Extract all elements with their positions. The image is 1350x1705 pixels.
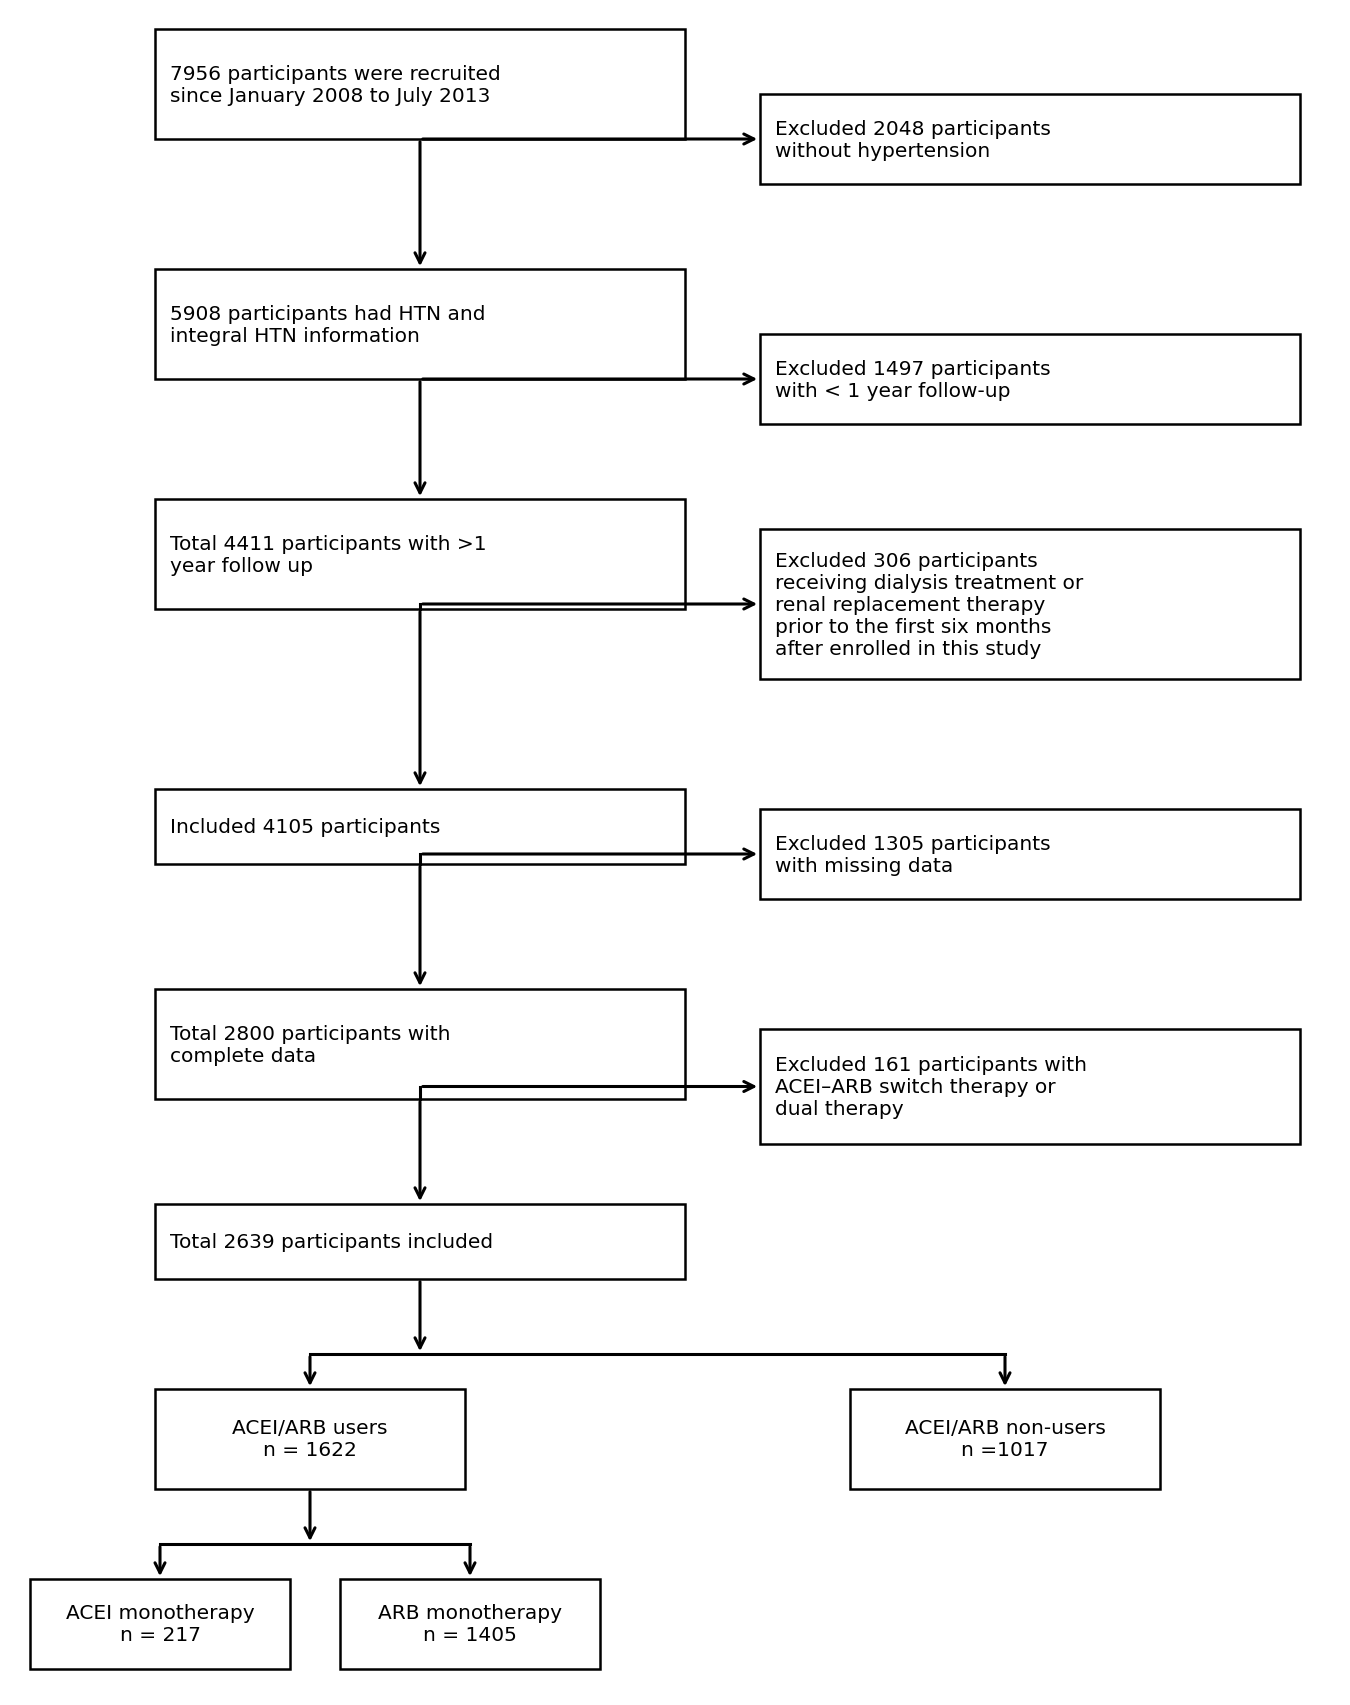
- Text: Excluded 306 participants
receiving dialysis treatment or
renal replacement ther: Excluded 306 participants receiving dial…: [775, 551, 1083, 658]
- Bar: [155, 500, 684, 610]
- Text: Excluded 1497 participants
with < 1 year follow-up: Excluded 1497 participants with < 1 year…: [775, 360, 1050, 401]
- Text: 7956 participants were recruited
since January 2008 to July 2013: 7956 participants were recruited since J…: [170, 65, 501, 106]
- Bar: [760, 810, 1300, 900]
- Bar: [850, 1390, 1160, 1488]
- Text: 5908 participants had HTN and
integral HTN information: 5908 participants had HTN and integral H…: [170, 303, 486, 346]
- Text: Total 2800 participants with
complete data: Total 2800 participants with complete da…: [170, 1025, 451, 1066]
- Bar: [155, 789, 684, 864]
- Bar: [155, 989, 684, 1100]
- Text: Excluded 161 participants with
ACEI–ARB switch therapy or
dual therapy: Excluded 161 participants with ACEI–ARB …: [775, 1055, 1087, 1118]
- Bar: [155, 31, 684, 140]
- Text: ACEI monotherapy
n = 217: ACEI monotherapy n = 217: [66, 1604, 254, 1645]
- Bar: [155, 1390, 464, 1488]
- Bar: [155, 1204, 684, 1279]
- Text: Total 4411 participants with >1
year follow up: Total 4411 participants with >1 year fol…: [170, 534, 486, 575]
- Text: Total 2639 participants included: Total 2639 participants included: [170, 1233, 493, 1251]
- Text: ACEI/ARB non-users
n =1017: ACEI/ARB non-users n =1017: [904, 1419, 1106, 1459]
- Bar: [760, 1030, 1300, 1144]
- Bar: [340, 1579, 599, 1669]
- Text: ACEI/ARB users
n = 1622: ACEI/ARB users n = 1622: [232, 1419, 387, 1459]
- Text: Excluded 2048 participants
without hypertension: Excluded 2048 participants without hyper…: [775, 119, 1050, 160]
- Bar: [30, 1579, 290, 1669]
- Bar: [760, 334, 1300, 425]
- Bar: [155, 269, 684, 380]
- Bar: [760, 530, 1300, 680]
- Text: Included 4105 participants: Included 4105 participants: [170, 817, 440, 837]
- Text: ARB monotherapy
n = 1405: ARB monotherapy n = 1405: [378, 1604, 562, 1645]
- Text: Excluded 1305 participants
with missing data: Excluded 1305 participants with missing …: [775, 834, 1050, 875]
- Bar: [760, 95, 1300, 184]
